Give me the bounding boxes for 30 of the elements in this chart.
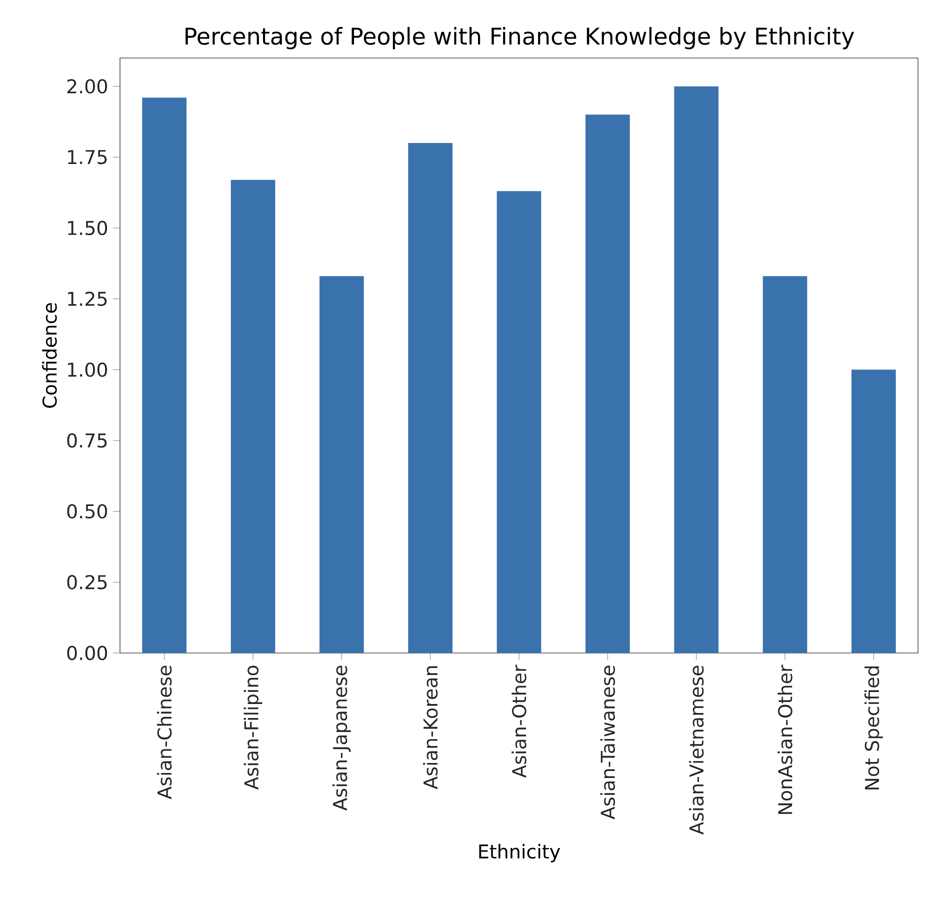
x-tick-label: Not Specified [864, 666, 883, 790]
bar [586, 114, 630, 653]
x-tick-label: Asian-Japanese [332, 666, 351, 811]
y-tick-label: 0.00 [67, 646, 108, 660]
x-tick-label: NonAsian-Other [778, 664, 792, 814]
y-tick-label: 2.00 [67, 79, 108, 94]
y-tick-label: 0.25 [67, 574, 107, 590]
bar [496, 191, 542, 653]
chart-title: Percentage of People with Finance Knowledge by Ethnicity [186, 27, 854, 50]
bar [762, 276, 808, 653]
x-tick-label: Asian-Filipino [244, 666, 262, 790]
bar [852, 370, 896, 653]
bar [674, 86, 718, 653]
x-tick-label: Asian-Other [512, 664, 526, 778]
y-tick-label: 1.25 [68, 292, 107, 306]
x-tick-label: Asian-Taiwanese [600, 666, 616, 820]
y-tick-label: 1.00 [68, 362, 108, 377]
x-axis-title: Ethnicity [479, 844, 560, 862]
bar [320, 276, 364, 653]
y-tick-label: 1.50 [68, 220, 108, 236]
y-tick-label: 0.75 [67, 433, 107, 448]
bar [230, 180, 276, 653]
x-tick-label: Asian-Vietnamese [688, 666, 704, 835]
bar [142, 98, 186, 653]
y-axis-title: Confidence [42, 303, 57, 408]
y-tick-label: 0.50 [67, 504, 108, 519]
x-tick-label: Asian-Chinese [156, 666, 172, 800]
y-tick-label: 1.75 [68, 150, 107, 164]
bar [408, 142, 453, 653]
x-tick-label: Asian-Korean [422, 666, 438, 790]
